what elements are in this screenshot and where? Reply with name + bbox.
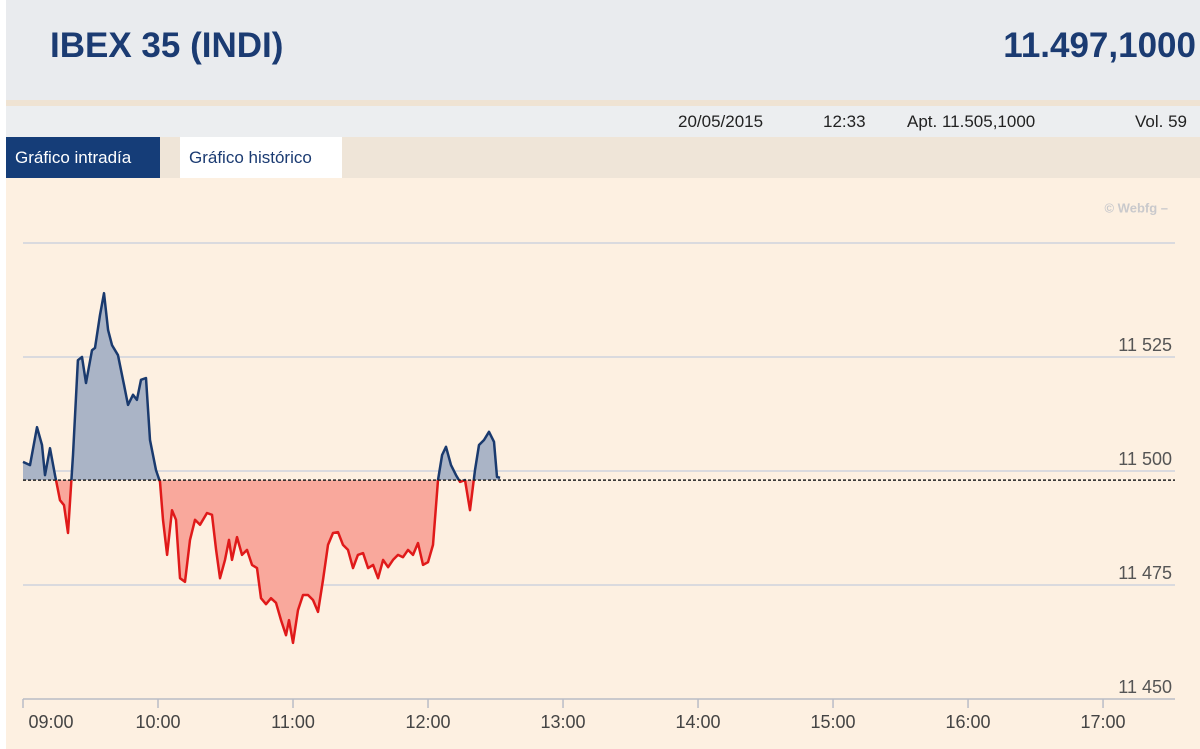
tab-bar: Gráfico intradía Gráfico histórico	[6, 137, 1200, 178]
area-up	[23, 293, 500, 481]
header: IBEX 35 (INDI) 11.497,1000	[6, 0, 1200, 100]
date: 20/05/2015	[678, 112, 764, 131]
y-tick-label: 11 500	[1118, 449, 1172, 469]
x-tick-label: 13:00	[540, 712, 585, 732]
line-down	[54, 480, 476, 645]
x-tick-label: 17:00	[1081, 712, 1126, 732]
separator	[6, 100, 1200, 106]
tab-intraday[interactable]: Gráfico intradía	[6, 137, 160, 178]
x-tick-label: 12:00	[405, 712, 450, 732]
x-tick-label: 16:00	[946, 712, 991, 732]
watermark: © Webfg –	[1104, 200, 1168, 215]
x-tick-label: 11:00	[271, 712, 315, 732]
x-tick-label: 10:00	[135, 712, 180, 732]
x-tick-label: 15:00	[811, 712, 856, 732]
volume: Vol. 59	[1135, 112, 1187, 131]
time: 12:33	[823, 112, 866, 131]
index-title: IBEX 35 (INDI)	[50, 26, 284, 65]
chart-background	[6, 178, 1200, 749]
x-tick-label: 14:00	[676, 712, 721, 732]
x-tick-label: 09:00	[28, 712, 73, 732]
open-price: Apt. 11.505,1000	[907, 112, 1036, 131]
index-value: 11.497,1000	[1003, 26, 1196, 65]
line-up	[22, 291, 501, 481]
area-down	[23, 480, 500, 643]
tab-historic[interactable]: Gráfico histórico	[180, 137, 342, 178]
info-row: 20/05/2015 12:33 Apt. 11.505,1000 Vol. 5…	[6, 106, 1200, 137]
y-tick-label: 11 475	[1118, 563, 1172, 583]
y-tick-label: 11 450	[1118, 677, 1172, 697]
y-tick-label: 11 525	[1118, 335, 1172, 355]
